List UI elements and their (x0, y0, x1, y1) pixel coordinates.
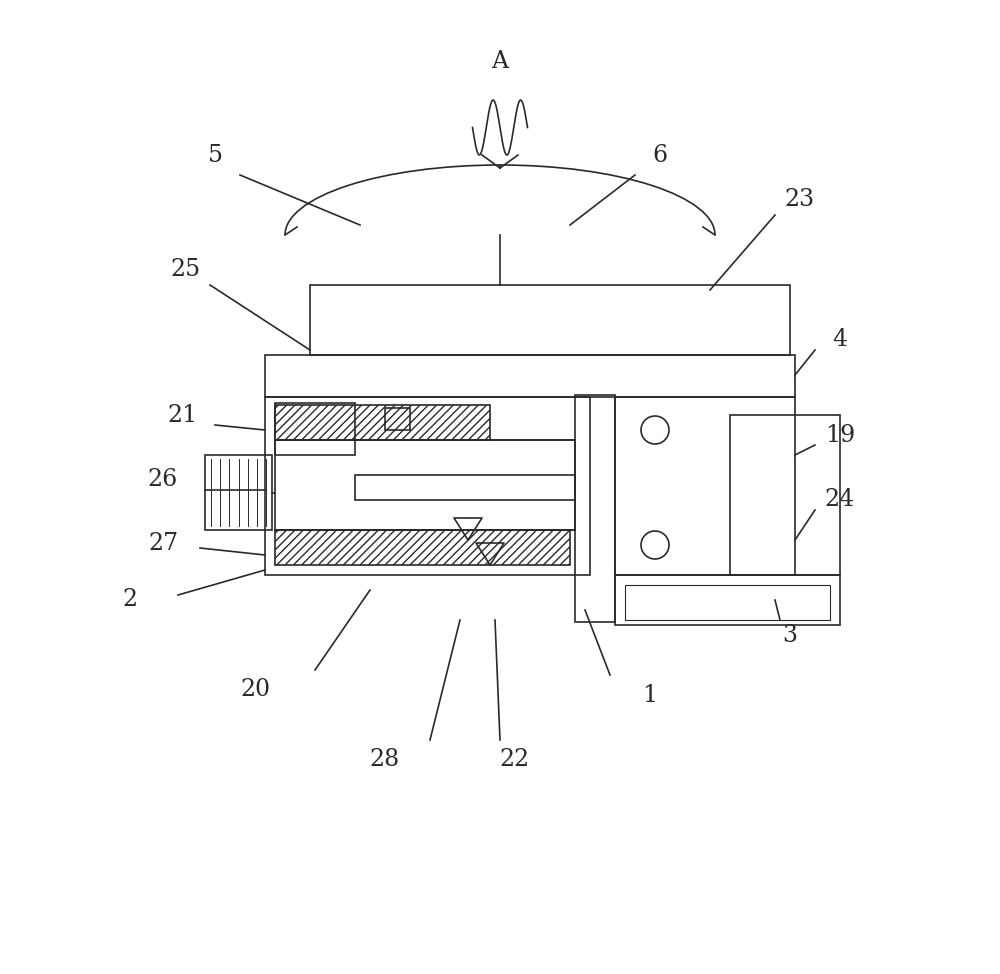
Text: 24: 24 (825, 489, 855, 511)
Text: 1: 1 (642, 684, 658, 706)
Bar (275, 403, 355, 455)
Bar (625, 585, 830, 620)
Bar (205, 455, 272, 530)
Text: 19: 19 (825, 424, 855, 446)
Text: 3: 3 (782, 623, 798, 647)
Text: 4: 4 (832, 328, 848, 352)
Text: 2: 2 (122, 588, 138, 612)
Text: 26: 26 (148, 468, 178, 492)
Bar (355, 475, 575, 500)
Text: 27: 27 (148, 532, 178, 554)
Bar (575, 395, 615, 622)
Bar (615, 397, 795, 575)
Bar (275, 405, 490, 440)
Bar (275, 440, 575, 530)
Text: A: A (492, 51, 509, 73)
Bar (385, 408, 410, 430)
Text: 28: 28 (370, 748, 400, 771)
Text: 5: 5 (208, 143, 222, 167)
Text: 25: 25 (170, 258, 200, 281)
Bar (310, 285, 790, 355)
Bar (615, 575, 840, 625)
Bar (265, 397, 590, 575)
Bar (275, 530, 570, 565)
Text: 22: 22 (500, 748, 530, 771)
Bar (265, 355, 795, 397)
Text: 21: 21 (168, 403, 198, 427)
Text: 6: 6 (652, 143, 668, 167)
Text: 23: 23 (785, 189, 815, 211)
Text: 20: 20 (240, 679, 270, 701)
Bar (730, 415, 840, 575)
